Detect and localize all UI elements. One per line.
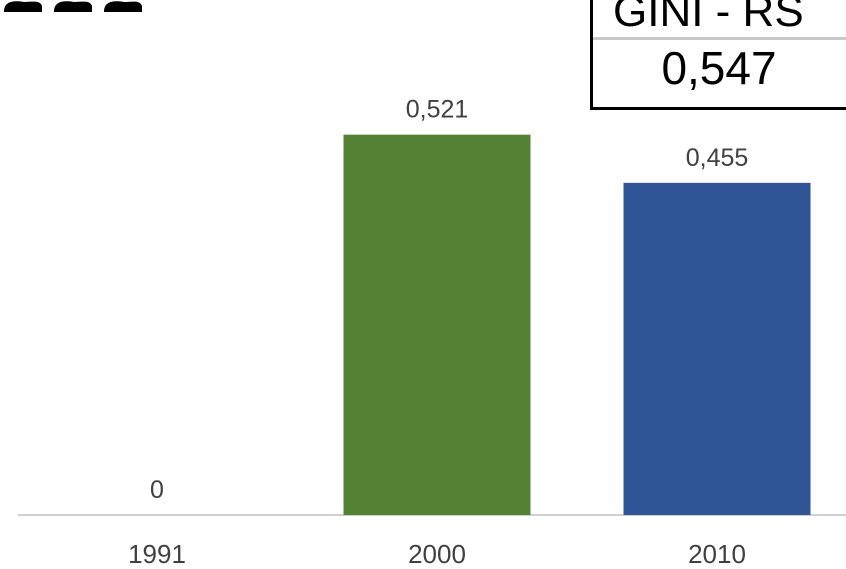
bar-2000 <box>343 134 531 516</box>
data-label-2010: 0,455 <box>686 144 749 172</box>
gini-title: GINI - RS <box>613 0 804 36</box>
data-label-2000: 0,521 <box>406 96 469 124</box>
gini-value: 0,547 <box>661 42 777 94</box>
bar-2010 <box>623 182 811 515</box>
x-tick-label-1991: 1991 <box>128 539 186 569</box>
logo-fragment <box>4 1 142 12</box>
gini-summary-box: GINI - RS 0,547 <box>590 0 846 110</box>
x-tick-label-2010: 2010 <box>688 539 746 569</box>
gini-divider <box>593 37 846 40</box>
x-tick-label-2000: 2000 <box>408 539 466 569</box>
data-label-1991: 0 <box>150 476 164 504</box>
